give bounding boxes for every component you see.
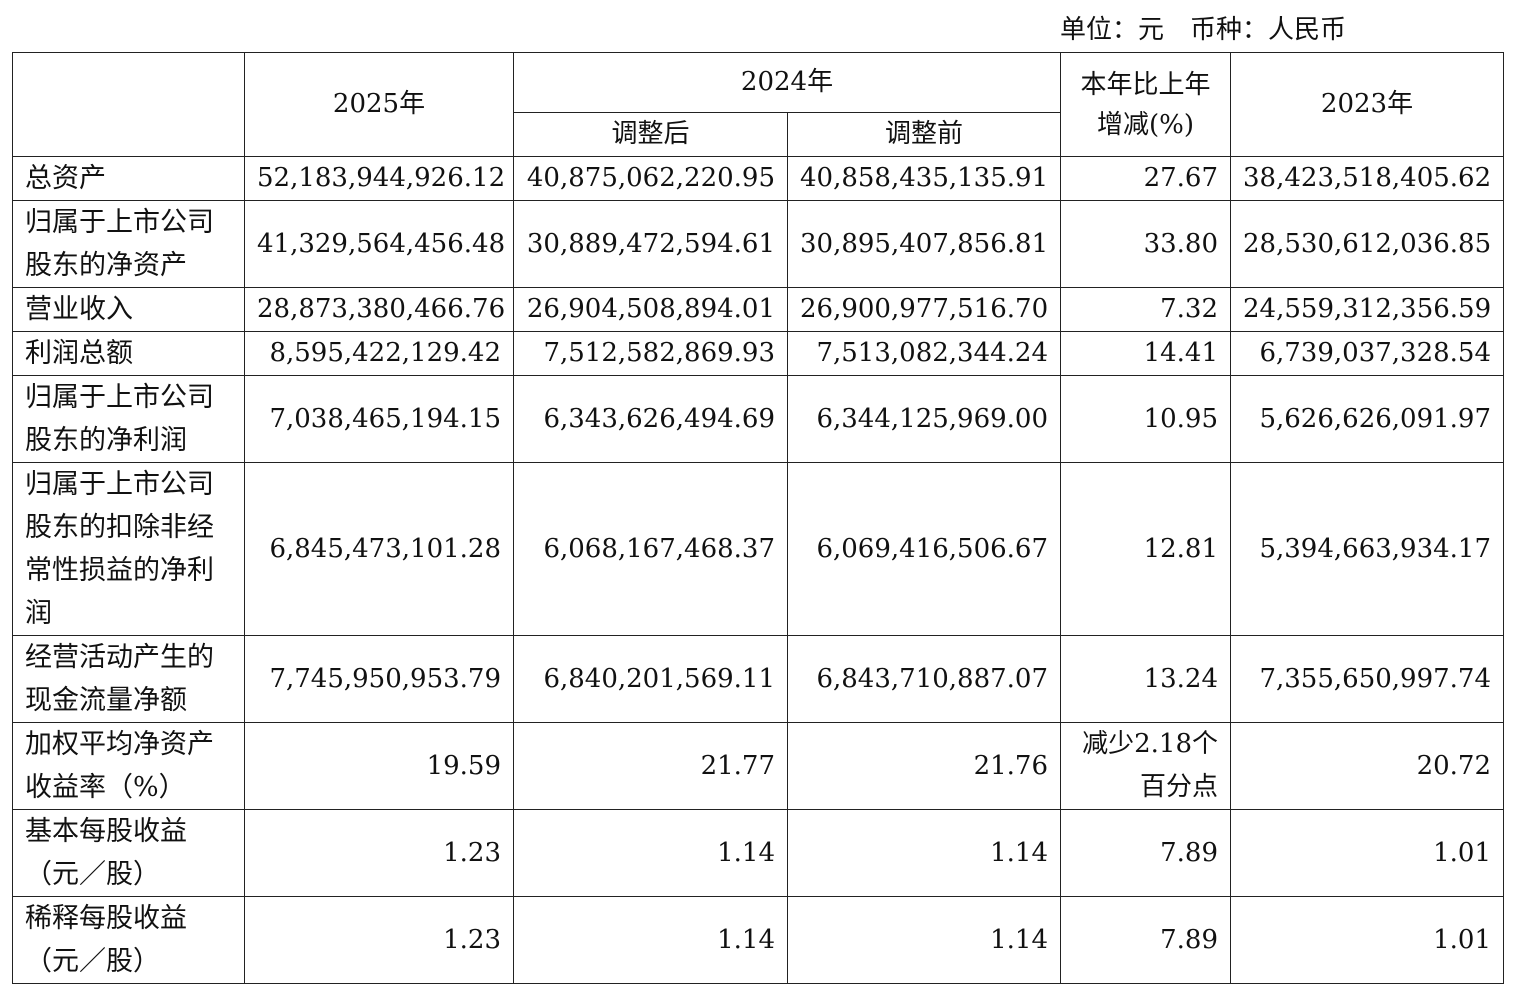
cell-value: 1.23 (244, 896, 514, 984)
cell-value: 28,530,612,036.85 (1230, 200, 1505, 288)
cell-value: 30,889,472,594.61 (513, 200, 788, 288)
table-row: 利润总额 8,595,422,129.42 7,512,582,869.93 7,51… (12, 331, 1505, 376)
cell-value: 7.89 (1060, 809, 1232, 897)
cell-value: 38,423,518,405.62 (1230, 156, 1505, 201)
table-row: 稀释每股收益（元／股） 1.23 1.14 1.14 7.89 1.01 (12, 896, 1505, 984)
table-row: 总资产 52,183,944,926.12 40,875,062,220.95 40,… (12, 156, 1505, 201)
col-header: 2023年 (1230, 52, 1505, 157)
cell-value: 7,355,650,997.74 (1230, 635, 1505, 723)
cell-value: 1.14 (786, 809, 1062, 897)
cell-value: 26,900,977,516.70 (786, 287, 1062, 332)
cell-value: 21.76 (786, 722, 1062, 810)
row-label: 稀释每股收益（元／股） (12, 896, 245, 984)
cell-value: 5,394,663,934.17 (1230, 462, 1505, 636)
unit-note: 单位：元 币种：人民币 (1060, 15, 1347, 45)
row-label: 总资产 (12, 156, 245, 201)
row-label: 归属于上市公司股东的净利润 (12, 375, 245, 463)
table-row: 加权平均净资产收益率（%） 19.59 21.77 21.76 减少2.18个百分点 20… (12, 722, 1505, 810)
cell-value: 33.80 (1060, 200, 1232, 288)
cell-value: 7,745,950,953.79 (244, 635, 514, 723)
cell-value: 6,343,626,494.69 (513, 375, 788, 463)
row-label: 归属于上市公司股东的扣除非经常性损益的净利润 (12, 462, 245, 636)
cell-value: 30,895,407,856.81 (786, 200, 1062, 288)
cell-value: 14.41 (1060, 331, 1232, 376)
row-label: 加权平均净资产收益率（%） (12, 722, 245, 810)
financial-table: 2025年 2024年 本年比上年增减(%) 2023年 调整后 调整前 总资产… (12, 52, 1505, 984)
cell-value: 1.23 (244, 809, 514, 897)
cell-value: 20.72 (1230, 722, 1505, 810)
row-label: 归属于上市公司股东的净资产 (12, 200, 245, 288)
cell-value: 1.14 (786, 896, 1062, 984)
cell-value: 1.14 (513, 896, 788, 984)
cell-value: 7.32 (1060, 287, 1232, 332)
cell-value: 19.59 (244, 722, 514, 810)
cell-value: 7,038,465,194.15 (244, 375, 514, 463)
row-label: 基本每股收益（元／股） (12, 809, 245, 897)
cell-value: 6,840,201,569.11 (513, 635, 788, 723)
cell-value: 6,344,125,969.00 (786, 375, 1062, 463)
table-row: 归属于上市公司股东的净资产 41,329,564,456.48 30,889,472… (12, 200, 1505, 288)
cell-value: 7.89 (1060, 896, 1232, 984)
cell-value: 40,858,435,135.91 (786, 156, 1062, 201)
cell-value: 40,875,062,220.95 (513, 156, 788, 201)
table-row: 营业收入 28,873,380,466.76 26,904,508,894.01 26… (12, 287, 1505, 332)
cell-value: 7,512,582,869.93 (513, 331, 788, 376)
cell-value: 6,069,416,506.67 (786, 462, 1062, 636)
cell-value: 41,329,564,456.48 (244, 200, 514, 288)
table-row: 归属于上市公司股东的扣除非经常性损益的净利润 6,845,473,101.28 6,… (12, 462, 1505, 636)
table-row: 归属于上市公司股东的净利润 7,038,465,194.15 6,343,626,4… (12, 375, 1505, 463)
table-body: 总资产 52,183,944,926.12 40,875,062,220.95 40,… (12, 156, 1505, 984)
row-label: 利润总额 (12, 331, 245, 376)
col-header: 2025年 (244, 52, 514, 157)
col-header: 本年比上年增减(%) (1060, 52, 1232, 157)
cell-value: 21.77 (513, 722, 788, 810)
table-row: 经营活动产生的现金流量净额 7,745,950,953.79 6,840,201,5… (12, 635, 1505, 723)
cell-value: 24,559,312,356.59 (1230, 287, 1505, 332)
col-header: 2024年 (512, 52, 1062, 113)
cell-value: 27.67 (1060, 156, 1232, 201)
cell-value: 28,873,380,466.76 (244, 287, 514, 332)
cell-value: 6,845,473,101.28 (244, 462, 514, 636)
cell-value: 1.01 (1230, 896, 1505, 984)
cell-value: 1.01 (1230, 809, 1505, 897)
cell-value: 52,183,944,926.12 (244, 156, 514, 201)
cell-value: 6,739,037,328.54 (1230, 331, 1505, 376)
cell-value: 13.24 (1060, 635, 1232, 723)
row-label: 营业收入 (12, 287, 245, 332)
cell-value: 26,904,508,894.01 (513, 287, 788, 332)
cell-value: 5,626,626,091.97 (1230, 375, 1505, 463)
cell-value: 12.81 (1060, 462, 1232, 636)
cell-value: 减少2.18个百分点 (1060, 722, 1232, 810)
table-row: 基本每股收益（元／股） 1.23 1.14 1.14 7.89 1.01 (12, 809, 1505, 897)
cell-value: 7,513,082,344.24 (786, 331, 1062, 376)
sub-header: 调整后 (513, 112, 788, 157)
cell-value: 6,068,167,468.37 (513, 462, 788, 636)
cell-value: 10.95 (1060, 375, 1232, 463)
sub-header: 调整前 (786, 112, 1062, 157)
cell-value: 6,843,710,887.07 (786, 635, 1062, 723)
corner-cell (12, 52, 245, 157)
cell-value: 8,595,422,129.42 (244, 331, 514, 376)
row-label: 经营活动产生的现金流量净额 (12, 635, 245, 723)
cell-value: 1.14 (513, 809, 788, 897)
